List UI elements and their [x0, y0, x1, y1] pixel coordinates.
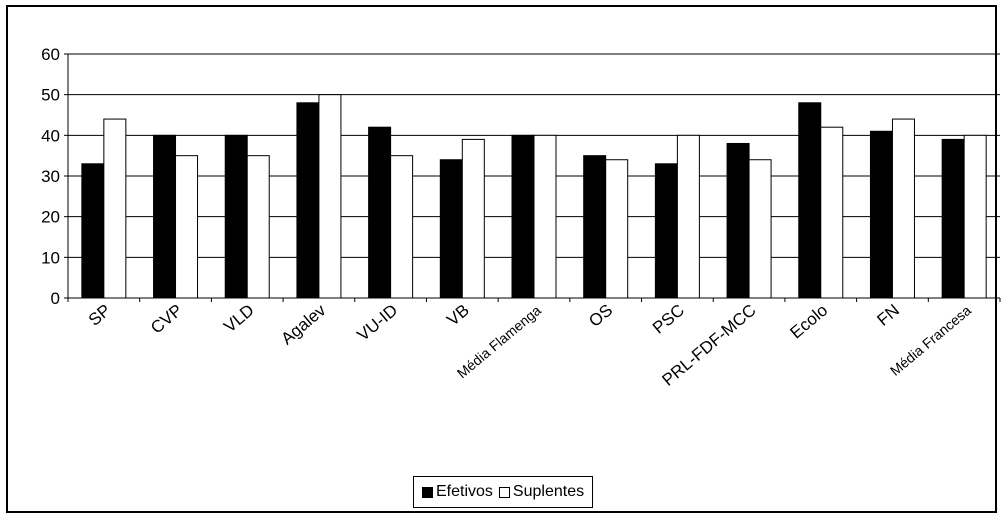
bar-suplentes-11: [891, 118, 915, 299]
y-tick-label: 60: [41, 45, 60, 64]
x-tick-label: FN: [873, 301, 903, 330]
bar-suplentes-10: [820, 126, 844, 299]
bar-efetivos-10: [798, 102, 822, 299]
bar-suplentes-7: [605, 159, 629, 299]
y-tick-label: 10: [41, 248, 60, 267]
bar-efetivos-1: [153, 134, 177, 299]
bar-suplentes-9: [748, 159, 772, 299]
x-tick-label: CVP: [147, 301, 186, 338]
bar-suplentes-12: [963, 134, 987, 299]
gridlines: [68, 53, 1000, 258]
x-tick-label: VU-ID: [354, 301, 402, 345]
y-tick-label: 0: [51, 289, 60, 308]
legend-label-suplentes: Suplentes: [512, 483, 585, 500]
legend-label-efetivos: Efetivos: [436, 483, 493, 500]
y-tick-label: 40: [41, 126, 60, 145]
bar-suplentes-3: [318, 94, 342, 299]
x-tick-label: VLD: [220, 301, 258, 337]
y-tick-label: 50: [41, 86, 60, 105]
x-tick-label: VB: [443, 301, 473, 330]
bar-efetivos-0: [81, 163, 105, 299]
x-tick-label: Ecolo: [787, 301, 832, 343]
y-tick-label: 20: [41, 208, 60, 227]
bar-suplentes-6: [533, 134, 557, 299]
bar-suplentes-2: [246, 155, 270, 299]
y-tick-labels: 0 10 20 30 40 50 60: [41, 45, 68, 308]
y-tick-label: 30: [41, 167, 60, 186]
bar-efetivos-2: [224, 134, 248, 299]
x-tick-label: OS: [585, 301, 616, 331]
bar-efetivos-11: [869, 130, 893, 299]
bar-efetivos-12: [941, 138, 965, 299]
bar-suplentes-8: [676, 134, 700, 299]
x-tick-label: PSC: [649, 301, 688, 338]
legend-swatch-efetivos: [422, 486, 433, 498]
x-tick-label: SP: [85, 301, 115, 330]
bar-efetivos-5: [439, 159, 463, 299]
bars: [81, 94, 987, 299]
bar-efetivos-7: [583, 155, 607, 299]
bar-suplentes-4: [390, 155, 414, 299]
bar-efetivos-4: [368, 126, 392, 299]
bar-suplentes-5: [461, 138, 485, 299]
legend: Efetivos Suplentes: [413, 476, 594, 508]
bar-efetivos-8: [654, 163, 678, 299]
bar-suplentes-0: [103, 118, 127, 299]
x-tick-label: Agalev: [277, 300, 329, 348]
legend-swatch-suplentes: [498, 486, 510, 498]
bar-efetivos-3: [296, 102, 320, 299]
bar-efetivos-6: [511, 134, 535, 299]
legend-item-efetivos: Efetivos: [422, 483, 493, 501]
bar-suplentes-1: [175, 155, 199, 299]
bar-efetivos-9: [726, 142, 750, 299]
legend-item-suplentes: Suplentes: [498, 483, 585, 501]
